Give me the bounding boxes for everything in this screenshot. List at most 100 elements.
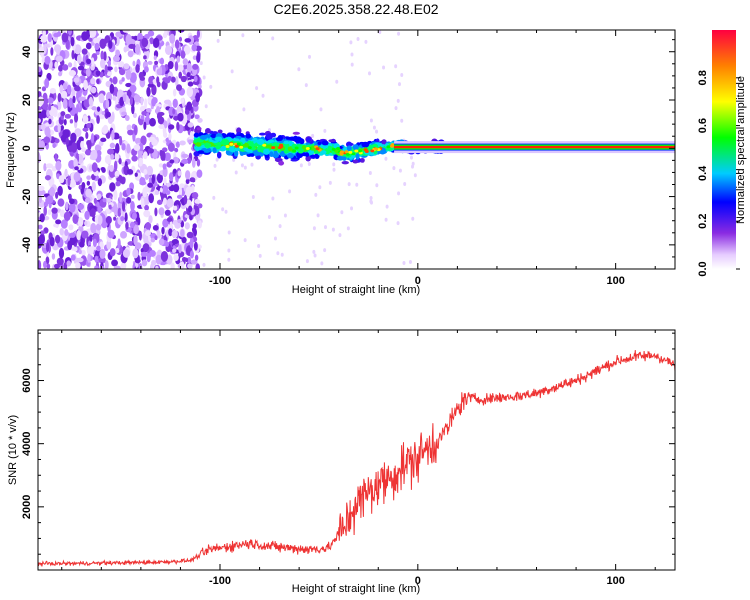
spectrogram-noise-cell <box>144 230 151 237</box>
spectrogram-noise-cell <box>56 31 62 37</box>
spectrogram-noise-cell <box>177 170 182 177</box>
spectrogram-noise-cell <box>45 241 50 253</box>
spectrogram-noise-cell <box>187 81 194 87</box>
spectrogram-noise-cell <box>54 61 58 69</box>
spectrogram-noise-cell <box>115 180 121 187</box>
spectrogram-noise-cell <box>90 133 95 144</box>
spectrogram-noise-cell <box>88 234 93 242</box>
spectrogram-noise-cell <box>185 257 189 263</box>
spectrogram-noise-cell <box>38 195 42 204</box>
spectrogram-noise-cell <box>98 93 105 104</box>
spectrogram-noise-cell <box>240 163 244 168</box>
spectrogram-noise-cell <box>209 84 213 89</box>
spectrogram-noise-cell <box>39 35 48 43</box>
spectrogram-noise-cell <box>392 166 396 171</box>
spectrogram-noise-cell <box>182 58 189 66</box>
spectrogram-noise-cell <box>86 246 94 255</box>
spectrogram-signal-cell <box>232 138 240 142</box>
spectrogram-noise-cell <box>197 117 203 123</box>
spectrogram-noise-cell <box>137 216 141 226</box>
spectrogram-noise-cell <box>369 199 373 204</box>
snr-xtick-label: 0 <box>415 575 421 587</box>
spectrogram-noise-cell <box>104 259 109 269</box>
spectrogram-noise-cell <box>408 260 412 265</box>
spectrogram-noise-cell <box>159 187 163 193</box>
spectrogram-noise-cell <box>138 157 144 167</box>
spectrogram-noise-cell <box>164 30 168 37</box>
spectrogram-signal-cell <box>196 145 202 150</box>
spectrogram-signal-cell <box>203 149 211 153</box>
spectrogram-noise-cell <box>346 226 350 231</box>
spectrogram-noise-cell <box>190 259 198 265</box>
spectrogram-signal-cell <box>278 160 285 166</box>
spectrogram-noise-cell <box>221 207 225 212</box>
spectrogram-signal-cell <box>240 150 248 156</box>
spectrogram-signal-cell <box>294 136 302 144</box>
spectrogram-noise-cell <box>134 258 141 264</box>
spectrogram-noise-cell <box>100 50 105 61</box>
spectrogram-signal-cell <box>199 134 208 140</box>
colorbar-tick-label: 0.8 <box>697 70 709 85</box>
spectrogram-noise-cell <box>179 261 185 269</box>
spectrogram-signal-cell <box>317 141 322 145</box>
colorbar-tick-label: 0.2 <box>697 214 709 229</box>
spectrogram-noise-cell <box>112 95 117 101</box>
spectrogram-noise-cell <box>77 203 85 211</box>
spectrogram-noise-cell <box>179 140 186 146</box>
spectrogram-signal-cell <box>269 151 274 158</box>
spectrogram-noise-cell <box>72 214 79 224</box>
spectrogram-noise-cell <box>146 86 151 97</box>
spectrogram-noise-cell <box>109 182 116 192</box>
spectrogram-xlabel: Height of straight line (km) <box>292 284 420 296</box>
spectrogram-noise-cell <box>204 104 208 109</box>
spectrogram-ticks: -100 0 100 -40 -20 0 20 40 <box>21 30 675 287</box>
spectrogram-noise-cell <box>164 45 173 56</box>
spectrogram-noise-cell <box>398 168 402 173</box>
spectrogram-noise-cell <box>98 113 106 120</box>
spectrogram-noise-cell <box>147 182 153 188</box>
spectrogram-noise-cell <box>81 230 89 239</box>
spectrogram-noise-cell <box>109 164 114 172</box>
spectrogram-noise-cell <box>174 39 180 50</box>
spectrogram-noise-cell <box>147 83 155 88</box>
spectrogram-signal-cell <box>214 145 221 150</box>
spectrogram-noise-cell <box>194 254 199 261</box>
spectrogram-xtick-label: 0 <box>415 275 421 287</box>
spectrogram-noise-cell <box>82 115 89 124</box>
spectrogram-noise-cell <box>305 259 309 264</box>
spectrogram-noise-cell <box>145 107 152 113</box>
spectrogram-noise-cell <box>65 137 70 146</box>
spectrogram-noise-cell <box>74 128 82 137</box>
spectrogram-noise-cell <box>96 245 101 252</box>
spectrogram-noise-cell <box>167 75 172 82</box>
spectrogram-noise-cell <box>411 216 415 221</box>
spectrogram-noise-cell <box>108 204 112 210</box>
spectrogram-noise-cell <box>191 191 199 199</box>
spectrogram-noise-cell <box>46 263 51 269</box>
spectrogram-peak-cell <box>351 152 356 156</box>
spectrogram-noise-cell <box>299 163 303 168</box>
spectrogram-noise-cell <box>199 61 203 66</box>
spectrogram-noise-cell <box>114 134 120 140</box>
spectrogram-noise-cell <box>38 260 42 269</box>
spectrogram-noise-cell <box>105 131 111 139</box>
spectrogram-noise-cell <box>169 220 173 231</box>
spectrogram-noise-cell <box>323 128 327 133</box>
spectrogram-noise-cell <box>195 263 200 269</box>
spectrogram-noise-cell <box>167 60 174 70</box>
spectrogram-noise-cell <box>146 165 154 176</box>
spectrogram-noise-cell <box>143 121 147 131</box>
spectrogram-noise-cell <box>121 77 125 82</box>
spectrogram-noise-cell <box>174 61 179 72</box>
spectrogram-noise-cell <box>157 116 165 125</box>
spectrogram-noise-cell <box>312 226 316 231</box>
spectrogram-noise-cell <box>123 63 130 70</box>
spectrogram-noise-cell <box>227 248 231 253</box>
spectrogram-noise-cell <box>54 234 61 244</box>
spectrogram-xtick-label: -100 <box>209 275 231 287</box>
spectrogram-noise-cell <box>241 33 245 38</box>
spectrogram-noise-cell <box>90 222 97 234</box>
carrier-line <box>394 145 675 149</box>
spectrogram-noise-cell <box>148 176 152 185</box>
spectrogram-noise-cell <box>142 243 150 252</box>
